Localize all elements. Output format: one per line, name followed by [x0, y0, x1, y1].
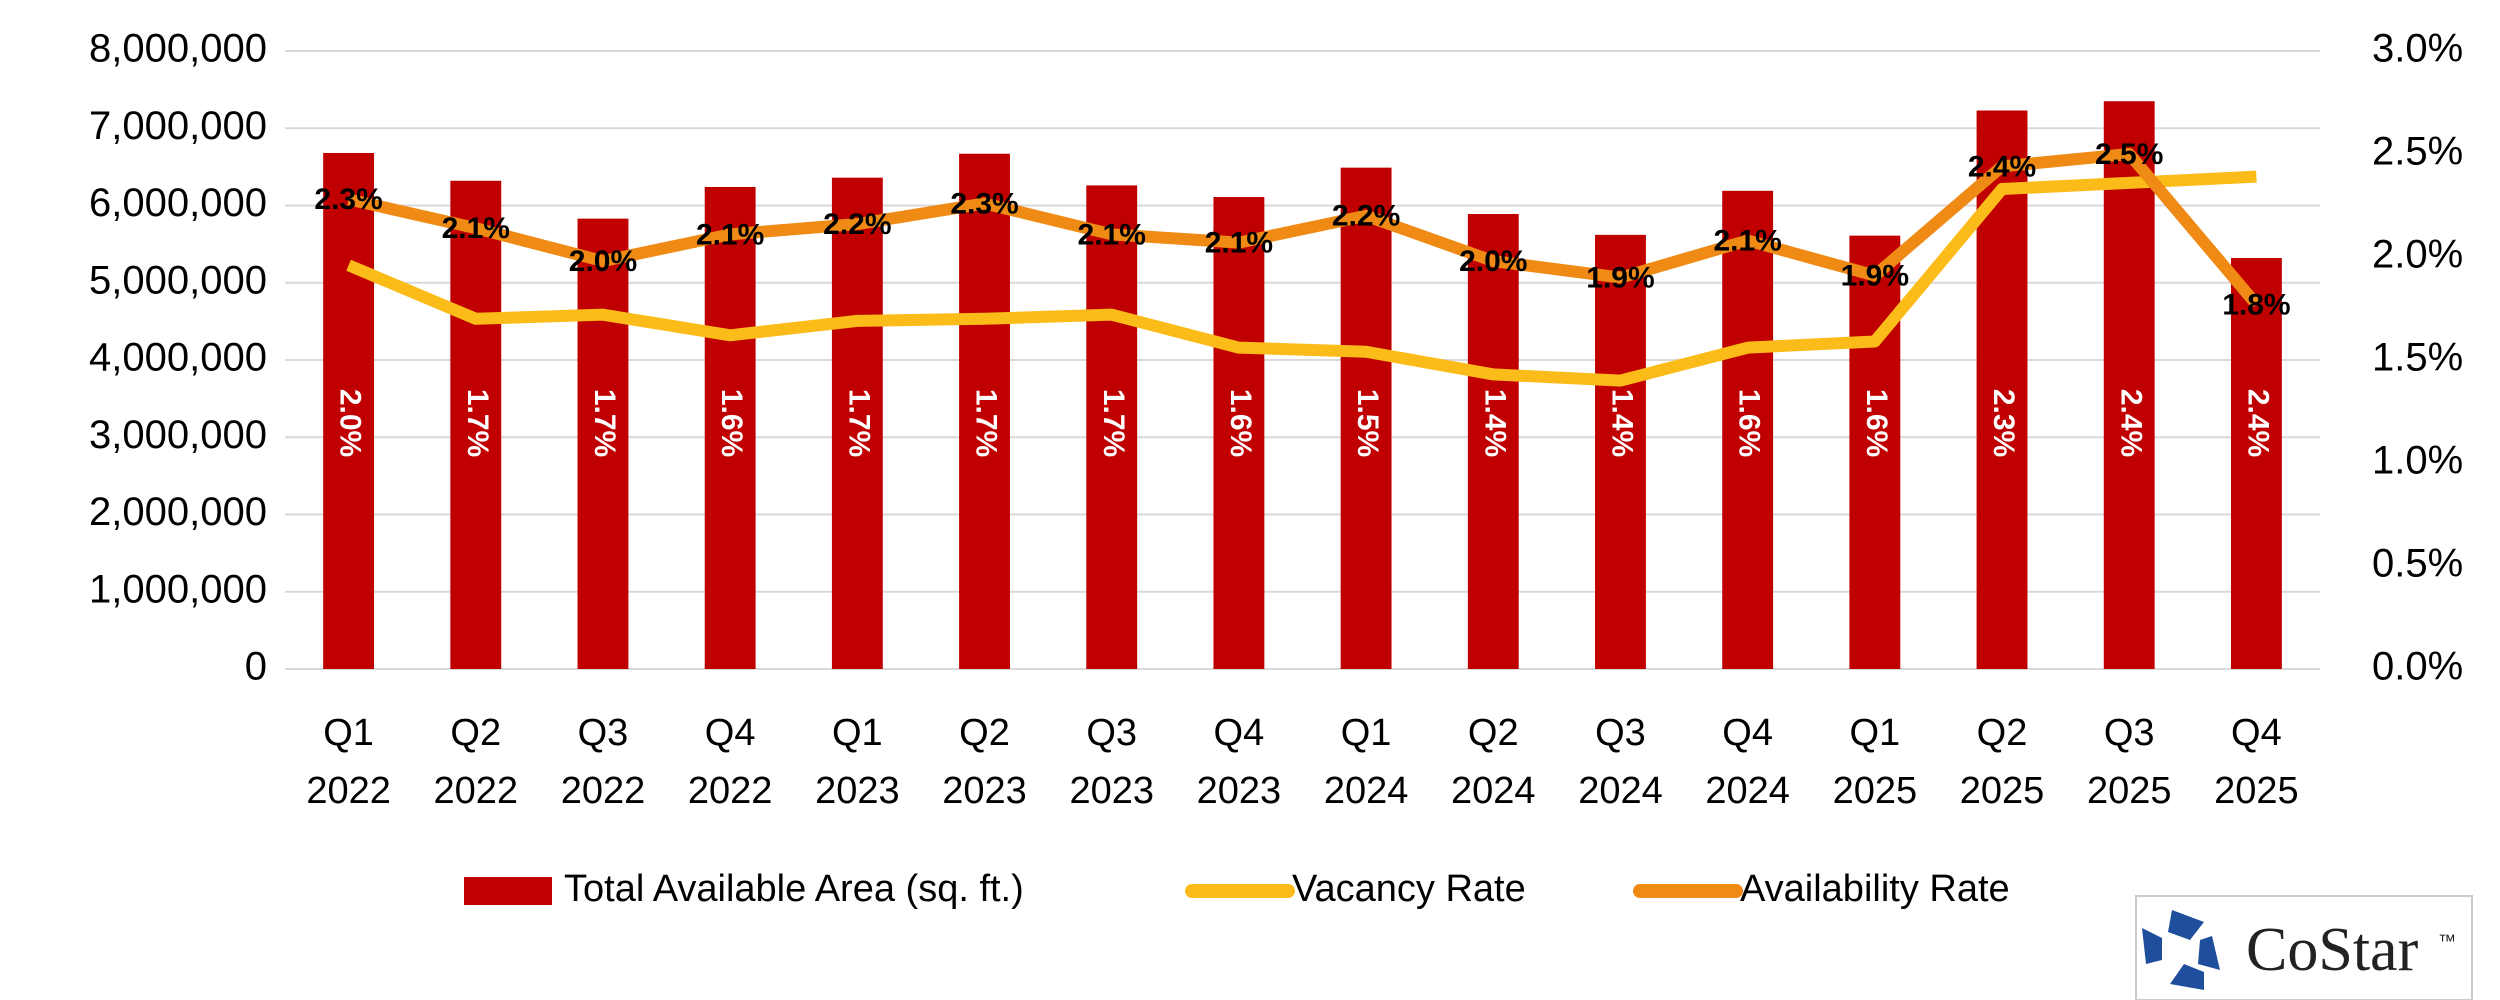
x-tick-label: Q3 2022 [561, 712, 646, 812]
x-tick-label: Q2 2023 [942, 712, 1027, 812]
data-label: 1.7% [588, 389, 621, 457]
bar [1086, 185, 1138, 670]
data-label: 2.3% [314, 183, 382, 216]
y-tick-label: 4,000,000 [89, 336, 267, 380]
x-tick-label: Q4 2024 [1705, 712, 1790, 812]
logo-icon [2142, 910, 2220, 990]
data-label: 1.8% [2222, 288, 2290, 321]
logo-text: CoStar [2246, 916, 2419, 984]
data-label: 1.7% [842, 389, 875, 457]
line [347, 148, 2261, 309]
y2-tick-label: 0.0% [2372, 645, 2463, 689]
y-tick-label: 1,000,000 [89, 567, 267, 611]
y2-tick-label: 0.5% [2372, 542, 2463, 586]
y-tick-label: 7,000,000 [89, 104, 267, 148]
data-label: 1.6% [1733, 389, 1766, 457]
y-tick-label: 0 [245, 645, 267, 689]
data-label: 2.1% [442, 212, 510, 245]
data-label: 2.4% [1968, 150, 2036, 183]
legend-label: Vacancy Rate [1292, 868, 1526, 910]
x-tick-label: Q1 2023 [815, 712, 900, 812]
data-label: 1.9% [1586, 262, 1654, 295]
x-tick-label: Q1 2025 [1833, 712, 1918, 812]
logo: CoStar ™ [2135, 895, 2473, 1000]
bar [2103, 101, 2155, 669]
data-label: 2.0% [1459, 245, 1527, 278]
bar [831, 177, 883, 669]
x-tick-label: Q1 2022 [306, 712, 391, 812]
legend-label: Total Available Area (sq. ft.) [564, 868, 1024, 910]
bar [2230, 258, 2282, 669]
bar [1213, 197, 1265, 669]
bar [1722, 190, 1774, 669]
y2-tick-label: 1.5% [2372, 336, 2463, 380]
y-tick-label: 5,000,000 [89, 258, 267, 302]
data-label: 2.4% [2114, 389, 2147, 457]
y-tick-label: 8,000,000 [89, 27, 267, 71]
data-label: 1.7% [461, 389, 494, 457]
data-label: 1.7% [970, 389, 1003, 457]
x-tick-label: Q4 2023 [1197, 712, 1282, 812]
x-tick-label: Q4 2025 [2214, 712, 2299, 812]
data-label: 1.7% [1097, 389, 1130, 457]
bar [959, 153, 1010, 669]
data-label: 2.1% [1078, 218, 1146, 251]
bar [577, 218, 629, 669]
data-label: 2.5% [2095, 138, 2163, 171]
data-label: 1.4% [1606, 389, 1639, 457]
data-label: 1.6% [1224, 389, 1257, 457]
data-label: 1.6% [715, 389, 748, 457]
y-tick-label: 6,000,000 [89, 181, 267, 225]
x-tick-label: Q3 2024 [1578, 712, 1663, 812]
data-label: 2.3% [950, 187, 1018, 220]
bar [1849, 235, 1901, 669]
y-tick-label: 2,000,000 [89, 490, 267, 534]
data-label: 2.1% [1205, 227, 1273, 260]
x-tick-label: Q3 2025 [2087, 712, 2172, 812]
legend-label: Availability Rate [1740, 868, 2010, 910]
data-label: 1.5% [1351, 389, 1384, 457]
bar [704, 186, 756, 669]
y2-tick-label: 2.5% [2372, 130, 2463, 174]
bar [1340, 167, 1392, 669]
data-label: 2.0% [334, 389, 367, 457]
x-tick-label: Q1 2024 [1324, 712, 1409, 812]
data-label: 2.3% [1987, 389, 2020, 457]
legend-swatch [464, 877, 552, 905]
x-tick-label: Q2 2022 [434, 712, 519, 812]
data-label: 2.0% [569, 245, 637, 278]
data-label: 2.2% [823, 208, 891, 241]
y2-tick-label: 1.0% [2372, 439, 2463, 483]
bar [1595, 234, 1646, 670]
bar [1467, 213, 1519, 669]
data-label: 1.4% [1478, 389, 1511, 457]
data-label: 2.4% [2241, 389, 2274, 457]
x-tick-label: Q2 2025 [1960, 712, 2045, 812]
x-tick-label: Q3 2023 [1069, 712, 1154, 812]
data-label: 2.1% [1713, 224, 1781, 257]
data-label: 1.6% [1860, 389, 1893, 457]
data-label: 2.2% [1332, 200, 1400, 233]
line [346, 170, 2257, 387]
y2-tick-label: 3.0% [2372, 27, 2463, 71]
logo-tm: ™ [2438, 931, 2456, 951]
data-label: 2.1% [696, 218, 764, 251]
y-tick-label: 3,000,000 [89, 413, 267, 457]
y2-tick-label: 2.0% [2372, 233, 2463, 277]
x-tick-label: Q2 2024 [1451, 712, 1536, 812]
data-label: 1.9% [1841, 259, 1909, 292]
bar [323, 152, 375, 670]
x-tick-label: Q4 2022 [688, 712, 773, 812]
bar [450, 180, 502, 669]
